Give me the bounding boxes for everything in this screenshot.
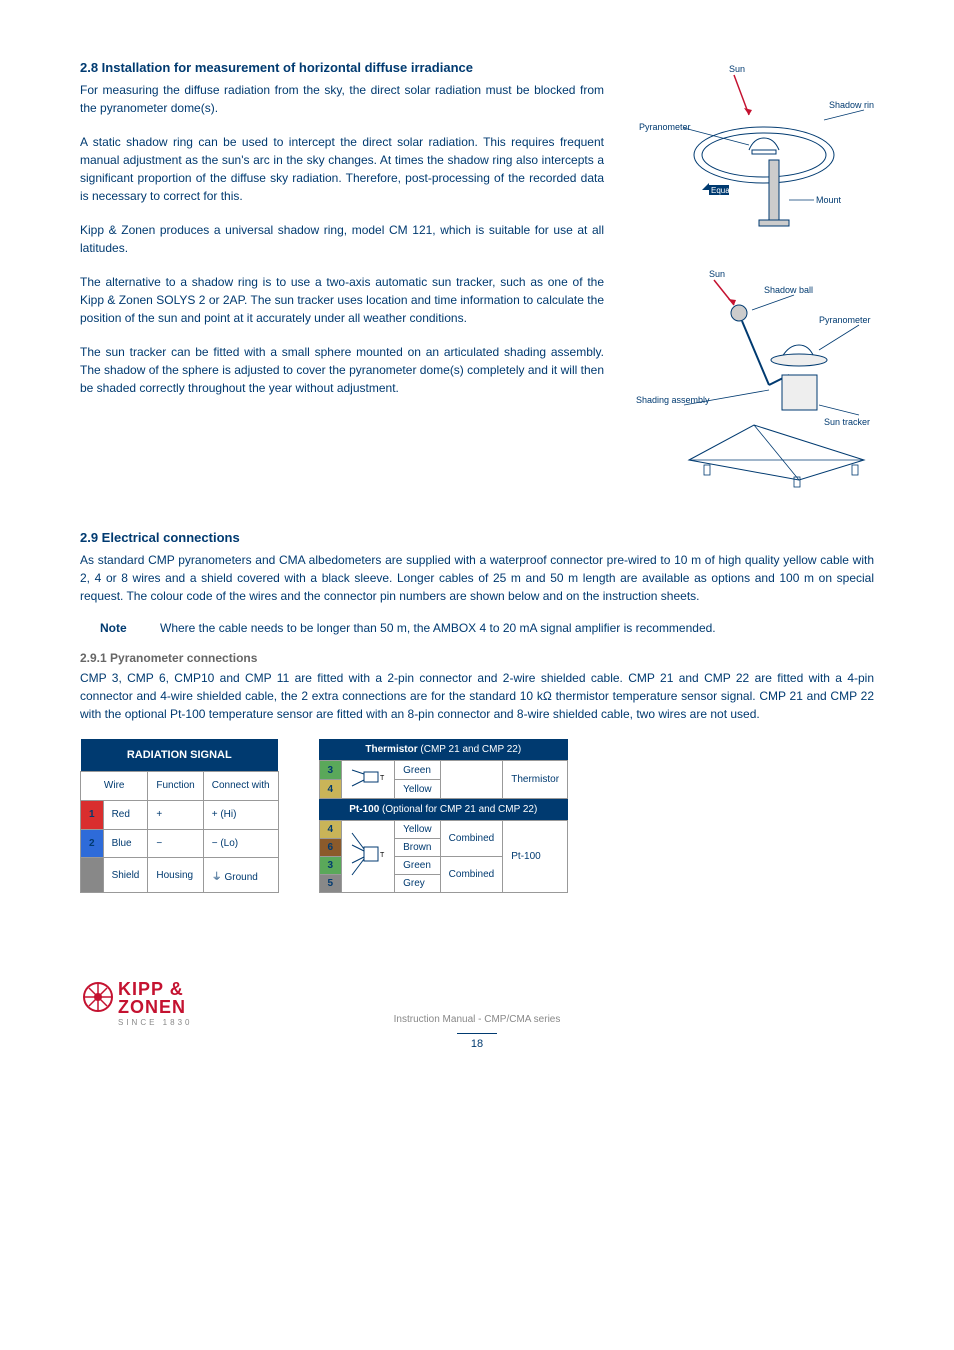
pt100-header-b: Pt-100 xyxy=(349,804,379,815)
connect-cell: + (Hi) xyxy=(203,800,278,829)
kipp-zonen-logo: KIPP & ZONEN SINCE 1830 xyxy=(80,973,240,1034)
equator-label: Equator xyxy=(711,186,739,195)
section-2-8-p2: A static shadow ring can be used to inte… xyxy=(80,133,604,205)
combined-label-1: Combined xyxy=(440,821,503,857)
pt100-icon: T xyxy=(350,829,386,881)
radiation-col-func: Function xyxy=(148,771,203,800)
shadow-ring-label: Shadow ring xyxy=(829,100,874,110)
mount-label: Mount xyxy=(816,195,842,205)
connect-cell: − (Lo) xyxy=(203,829,278,858)
wire-cell: Brown xyxy=(395,839,441,857)
thermistor-icon: T xyxy=(350,764,386,792)
svg-text:T: T xyxy=(380,852,385,859)
thermistor-header-b: Thermistor xyxy=(365,744,417,755)
svg-text:SINCE 1830: SINCE 1830 xyxy=(118,1018,192,1027)
section-2-8-p1: For measuring the diffuse radiation from… xyxy=(80,81,604,117)
pt100-label: Pt-100 xyxy=(503,821,568,893)
section-2-8-heading: 2.8 Installation for measurement of hori… xyxy=(80,60,604,75)
note-label: Note xyxy=(100,621,160,635)
pin-cell: 5 xyxy=(319,875,342,893)
radiation-col-connect: Connect with xyxy=(203,771,278,800)
wire-cell: Blue xyxy=(103,829,148,858)
section-2-9-1-p1: CMP 3, CMP 6, CMP10 and CMP 11 are fitte… xyxy=(80,669,874,723)
pin-cell: 3 xyxy=(319,857,342,875)
page-number: 18 xyxy=(457,1033,497,1050)
radiation-title: RADIATION SIGNAL xyxy=(81,739,279,771)
pin-cell: 4 xyxy=(319,780,342,799)
svg-text:ZONEN: ZONEN xyxy=(118,997,186,1017)
shadow-ring-diagram: Sun Shadow ring Pyranometer Equator Moun… xyxy=(634,60,874,260)
svg-text:KIPP &: KIPP & xyxy=(118,979,184,999)
wire-cell: Yellow xyxy=(395,780,441,799)
sun-tracker-label: Sun tracker xyxy=(824,417,870,427)
function-cell: + xyxy=(148,800,203,829)
wire-cell: Green xyxy=(395,761,441,780)
wire-cell: Yellow xyxy=(395,821,441,839)
pin-cell: 1 xyxy=(81,800,104,829)
thermistor-pt100-table: Thermistor (CMP 21 and CMP 22) 3 T Green… xyxy=(319,739,569,893)
connect-cell: ⏚ Ground xyxy=(203,858,278,893)
pin-cell xyxy=(81,858,104,893)
combined-label-2: Combined xyxy=(440,857,503,893)
section-2-9-p1: As standard CMP pyranometers and CMA alb… xyxy=(80,551,874,605)
pyranometer-label-2: Pyranometer xyxy=(819,315,871,325)
wire-cell: Shield xyxy=(103,858,148,893)
wire-cell: Grey xyxy=(395,875,441,893)
pyranometer-label-1: Pyranometer xyxy=(639,122,691,132)
thermistor-header-rest: (CMP 21 and CMP 22) xyxy=(418,744,522,755)
pt100-header-rest: (Optional for CMP 21 and CMP 22) xyxy=(379,804,537,815)
svg-text:T: T xyxy=(380,775,385,782)
shading-assembly-label: Shading assembly xyxy=(636,395,710,405)
radiation-col-wire: Wire xyxy=(81,771,148,800)
function-cell: − xyxy=(148,829,203,858)
pin-cell: 3 xyxy=(319,761,342,780)
wire-cell: Green xyxy=(395,857,441,875)
pin-cell: 2 xyxy=(81,829,104,858)
section-2-9-1-heading: 2.9.1 Pyranometer connections xyxy=(80,651,874,665)
section-2-9-heading: 2.9 Electrical connections xyxy=(80,530,874,545)
sun-label: Sun xyxy=(729,64,745,74)
sun-tracker-diagram: Sun Shadow ball Pyranometer Shading asse… xyxy=(634,265,874,495)
sun-label-2: Sun xyxy=(709,269,725,279)
pin-cell: 6 xyxy=(319,839,342,857)
section-2-8-p5: The sun tracker can be fitted with a sma… xyxy=(80,343,604,397)
thermistor-label: Thermistor xyxy=(503,761,568,799)
radiation-signal-table: RADIATION SIGNAL Wire Function Connect w… xyxy=(80,739,279,893)
note-text: Where the cable needs to be longer than … xyxy=(160,621,716,635)
section-2-8-p3: Kipp & Zonen produces a universal shadow… xyxy=(80,221,604,257)
shadow-ball-label: Shadow ball xyxy=(764,285,813,295)
function-cell: Housing xyxy=(148,858,203,893)
wire-cell: Red xyxy=(103,800,148,829)
pin-cell: 4 xyxy=(319,821,342,839)
section-2-8-p4: The alternative to a shadow ring is to u… xyxy=(80,273,604,327)
